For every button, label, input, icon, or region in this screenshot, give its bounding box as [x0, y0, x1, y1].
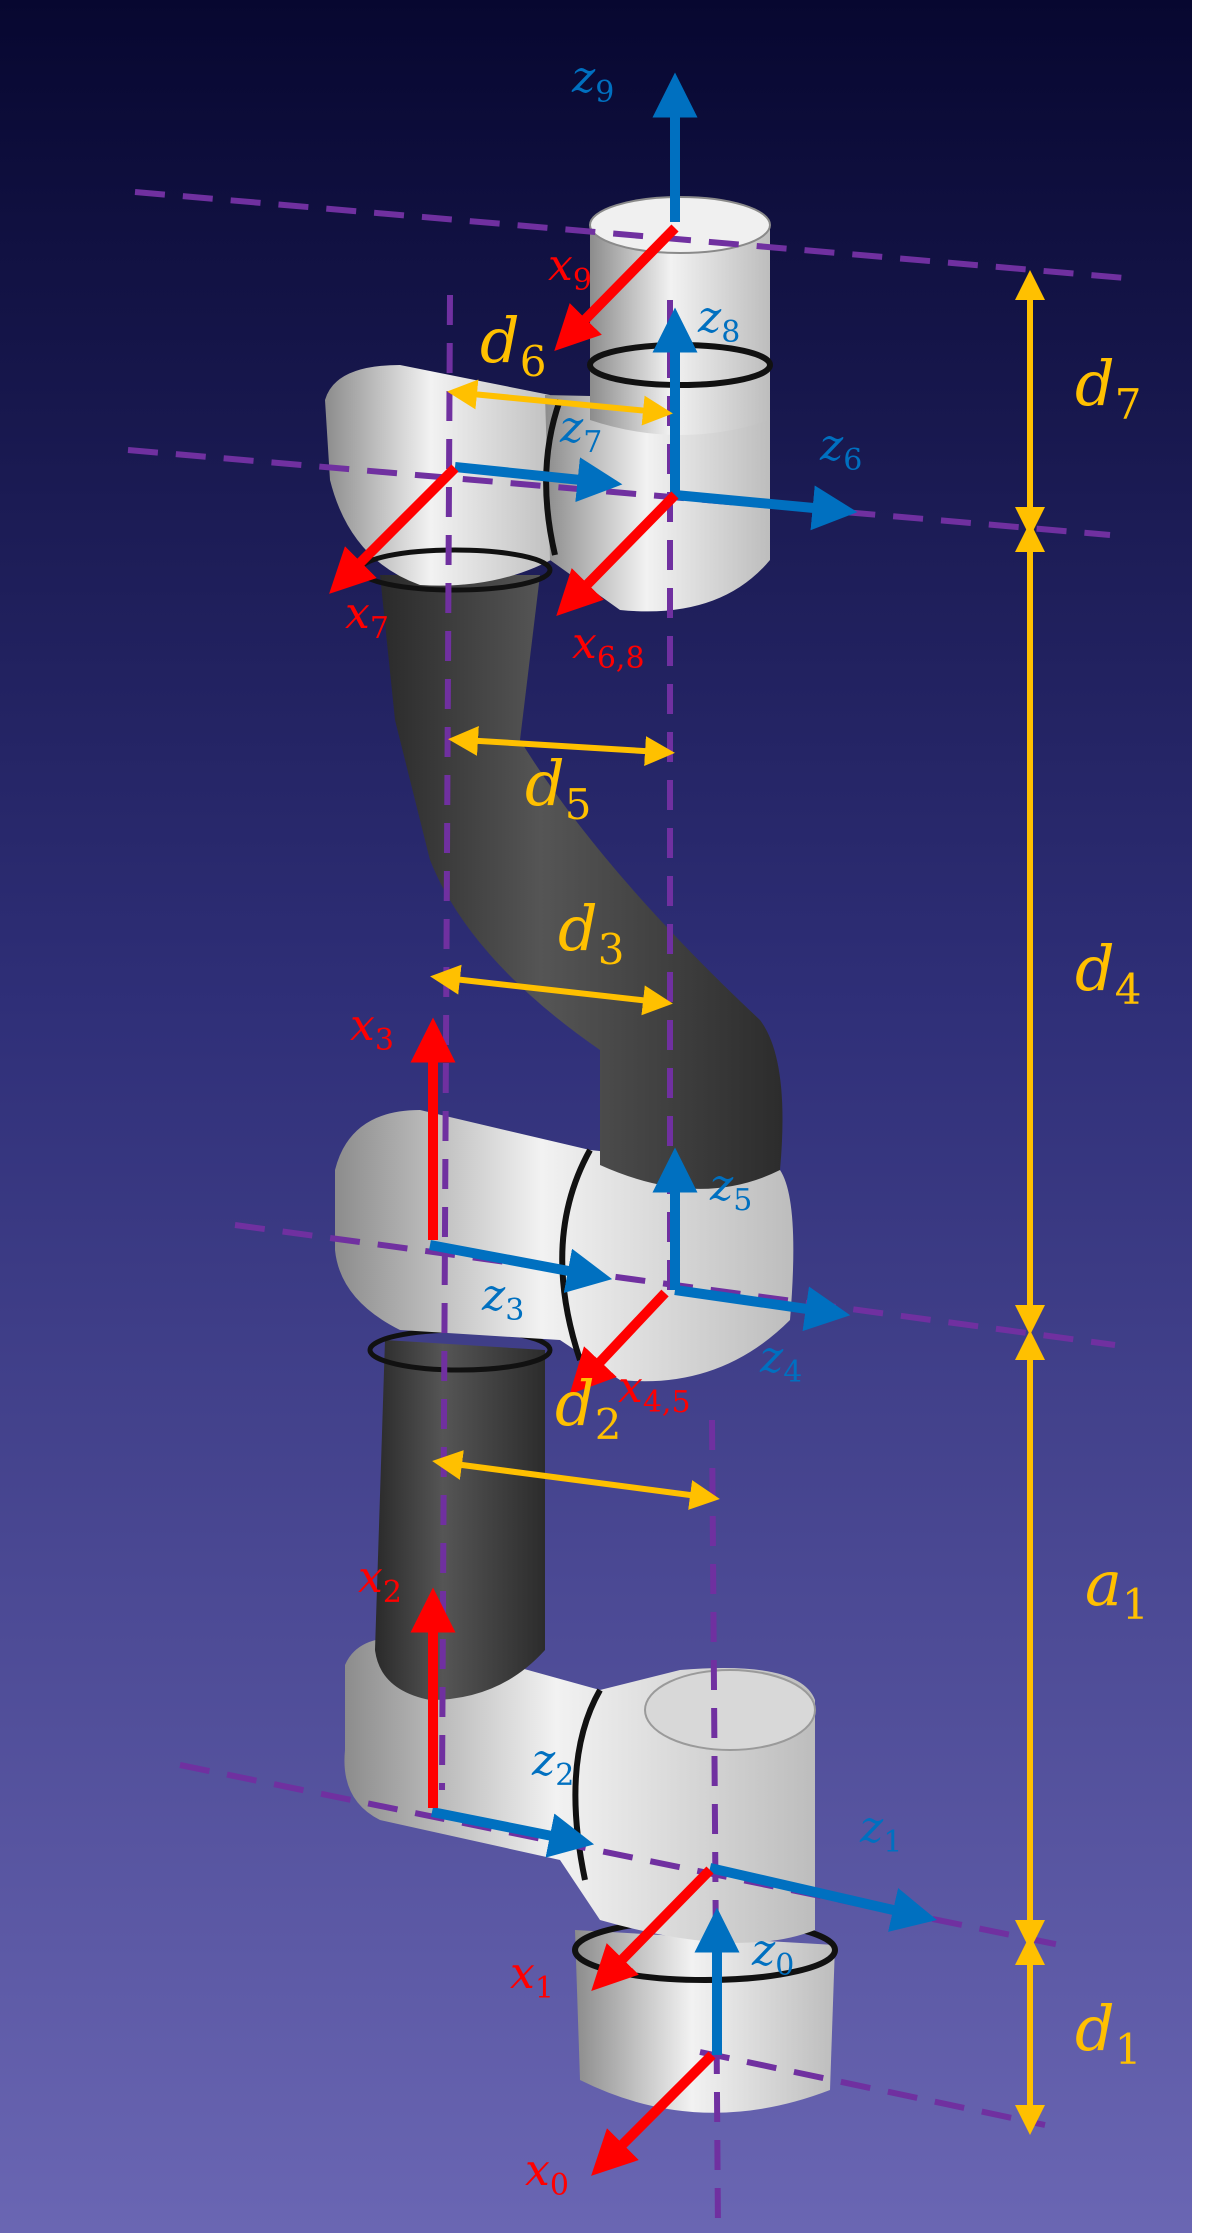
right-margin	[1192, 0, 1232, 2233]
x68-label: x6,8	[572, 618, 645, 676]
x7-label: x7	[345, 588, 389, 646]
x-labels: x9 x7 x6,8 x4,5 x3 x2 x1 x0	[345, 240, 691, 2203]
x-axes	[329, 224, 716, 2176]
z-axes	[429, 72, 937, 2055]
d5-arrow	[448, 725, 675, 767]
elbow-ring	[559, 1148, 593, 1361]
z0-label: z0	[751, 1925, 794, 1983]
x9-arrow	[554, 224, 679, 352]
z8-label: z8	[697, 292, 740, 350]
z2-label: z2	[531, 1735, 574, 1793]
z4-label: z4	[759, 1332, 802, 1390]
ref-line-base	[699, 2049, 1046, 2128]
z2-arrow	[431, 1807, 595, 1858]
x1-arrow	[591, 1866, 714, 1992]
ref-line-vert-bottom	[709, 1419, 721, 2231]
dimension-labels: d7 d4 a1 d1 d6 d5 d3 d2	[480, 304, 1149, 2074]
d5-label: d5	[525, 747, 591, 829]
x0-label: x0	[525, 2145, 569, 2203]
z9-label: z9	[571, 52, 614, 110]
z4-arrow	[674, 1285, 851, 1332]
d6-label: d6	[480, 304, 546, 386]
x7-arrow	[329, 464, 459, 594]
ref-line-top	[134, 189, 1126, 281]
z3-label: z3	[481, 1270, 524, 1328]
lower-link	[375, 1340, 545, 1700]
d4-label: d4	[1075, 932, 1141, 1014]
wrist-joint-2	[545, 395, 770, 612]
z3-arrow	[429, 1240, 613, 1293]
x9-label: x9	[548, 240, 592, 298]
x68-arrow	[556, 491, 679, 617]
dimension-arrows	[430, 270, 1045, 2135]
z1-arrow	[708, 1863, 937, 1932]
z7-arrow	[454, 457, 623, 503]
z6-label: z6	[819, 420, 862, 478]
x2-label: x2	[358, 1552, 402, 1610]
z7-label: z7	[559, 402, 602, 460]
shoulder-cap	[644, 1669, 816, 1751]
x1-label: x1	[510, 1948, 554, 2006]
x3-label: x3	[350, 1000, 394, 1058]
d6-arrow	[447, 379, 673, 426]
x45-label: x4,5	[618, 1362, 691, 1420]
a1-label: a1	[1085, 1547, 1149, 1629]
x0-arrow	[591, 2051, 716, 2176]
d3-arrow	[430, 964, 673, 1016]
d3-label: d3	[558, 892, 624, 974]
base-joint	[575, 1930, 835, 2113]
z5-label: z5	[709, 1160, 752, 1218]
z6-arrow	[674, 485, 858, 531]
d7-label: d7	[1075, 347, 1141, 429]
d2-arrow	[432, 1450, 720, 1510]
z1-label: z1	[859, 1802, 902, 1860]
d1-label: d1	[1075, 1992, 1141, 2074]
z-labels: z9 z8 z7 z6 z5 z4 z3 z2 z1 z0	[481, 52, 902, 1983]
d2-label: d2	[555, 1367, 621, 1449]
x45-arrow	[569, 1289, 669, 1395]
